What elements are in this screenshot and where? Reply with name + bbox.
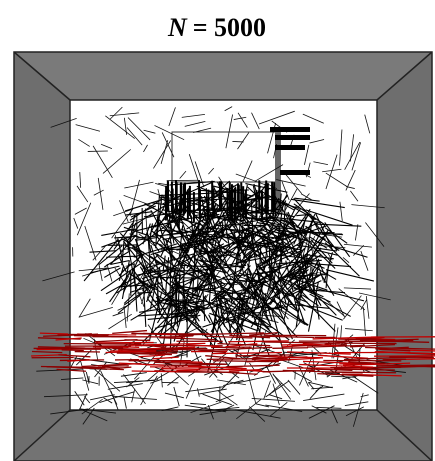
page: {"title": {"symbol": "N", "text": "= 500… bbox=[0, 0, 435, 461]
red-fiber bbox=[272, 348, 308, 349]
red-fiber bbox=[62, 350, 84, 351]
floor-wall bbox=[14, 410, 432, 461]
title-text: = 5000 bbox=[193, 13, 266, 42]
fiber bbox=[275, 145, 305, 150]
red-fiber bbox=[93, 347, 129, 348]
figure: N= 5000 bbox=[0, 0, 435, 461]
fiber bbox=[280, 170, 310, 175]
red-fiber bbox=[383, 359, 406, 360]
red-fiber bbox=[171, 361, 203, 362]
red-fiber bbox=[389, 357, 434, 358]
block bbox=[172, 132, 276, 182]
figure-title: N= 5000 bbox=[167, 13, 266, 42]
ceiling-wall bbox=[14, 52, 432, 100]
red-fiber bbox=[158, 349, 228, 350]
red-fiber bbox=[344, 341, 396, 342]
fiber bbox=[275, 135, 310, 140]
red-fiber bbox=[133, 354, 172, 355]
red-fiber bbox=[40, 333, 68, 334]
red-fiber bbox=[64, 344, 142, 345]
red-fiber bbox=[132, 371, 178, 372]
title-symbol: N bbox=[167, 13, 188, 42]
fiber bbox=[295, 371, 296, 380]
red-fiber bbox=[132, 333, 204, 334]
fiber bbox=[270, 127, 310, 132]
